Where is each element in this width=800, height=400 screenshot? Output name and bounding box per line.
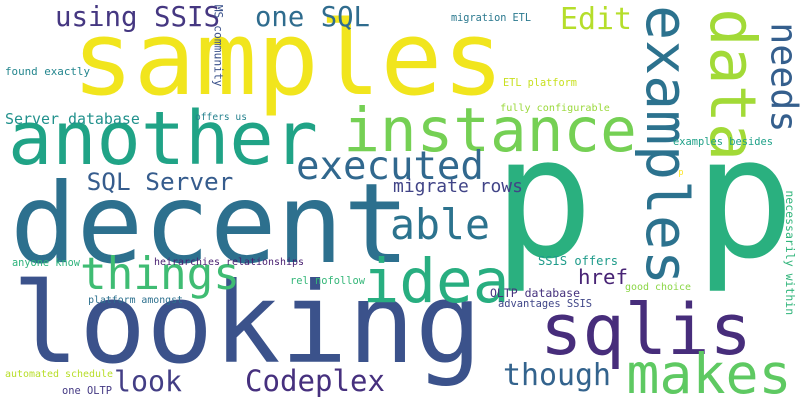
word-etl-platform: ETL platform	[503, 77, 577, 90]
word-ms-community: MS community	[211, 4, 226, 87]
word-href: href	[578, 265, 628, 290]
word-oltp-database: OLTP database	[490, 285, 581, 300]
word-another: another	[8, 97, 318, 183]
word-sqlis: sqlis	[540, 288, 752, 371]
word-decent: decent	[10, 159, 410, 289]
word-one-oltp: one OLTP	[62, 384, 112, 397]
word-codeplex: Codeplex	[245, 364, 385, 398]
word-anyone-know: anyone know	[12, 256, 80, 269]
word-look: look	[114, 365, 182, 399]
word-offers-us: offers us	[195, 111, 247, 123]
word-necessarily-within: necessarily within	[783, 190, 798, 315]
word-p: p	[678, 168, 684, 179]
word-ssis-offers: SSIS offers	[538, 253, 618, 268]
word-platform-amongst: platform amongst	[88, 295, 183, 307]
word-makes: makes	[626, 342, 792, 400]
word-samples: samples	[72, 0, 504, 119]
word-server-database: Server database	[5, 109, 140, 128]
word-executed: executed	[296, 143, 484, 189]
word-though: though	[503, 358, 611, 393]
word-found-exactly: found exactly	[5, 64, 90, 78]
word-rel-nofollow: rel nofollow	[290, 274, 365, 287]
word-needs: needs	[762, 22, 800, 133]
word-good-choice: good choice	[625, 281, 692, 293]
word-migration-etl: migration ETL	[451, 12, 531, 24]
word-looking: looking	[12, 259, 482, 390]
word-examples-besides: examples besides	[673, 136, 773, 149]
word-idea: idea	[362, 245, 510, 317]
word-sql-server: SQL Server	[86, 166, 234, 196]
word-advantages-ssis: advantages SSIS	[498, 297, 592, 310]
word-instance: instance	[343, 94, 637, 166]
word-using-ssis: using SSIS	[55, 1, 220, 33]
word-automated-schedule: automated schedule	[5, 369, 114, 380]
word-edit: Edit	[560, 2, 632, 37]
word-things: things	[80, 248, 240, 300]
word-heirarchies-relationships: heirarchies relationships	[154, 257, 305, 268]
word-migrate-rows: migrate rows	[393, 176, 523, 197]
word-p-p: p p	[493, 102, 795, 297]
word-one-sql: one SQL	[255, 1, 370, 33]
word-able: able	[390, 200, 490, 250]
word-fully-configurable: fully configurable	[500, 102, 610, 114]
